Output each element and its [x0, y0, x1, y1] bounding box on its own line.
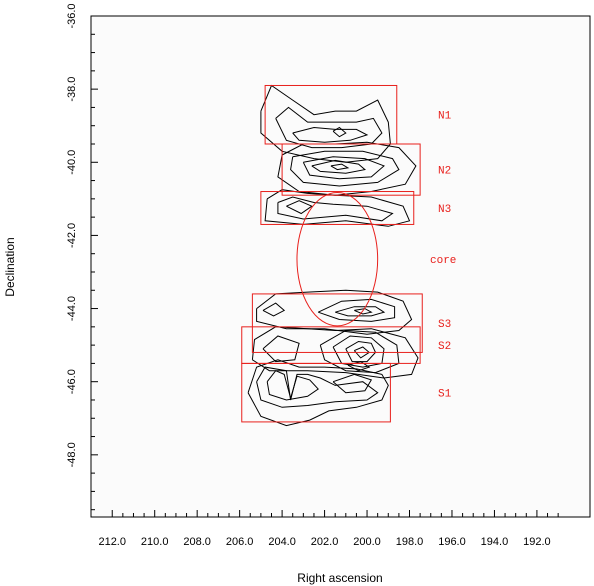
contour-line	[302, 156, 385, 180]
contour-line	[311, 159, 367, 174]
x-tick-label: 210.0	[141, 536, 169, 548]
contour-line	[292, 126, 369, 143]
y-tick-label: -38.0	[66, 77, 78, 102]
y-tick-label: -42.0	[66, 223, 78, 248]
region-s3	[251, 293, 423, 353]
contour-line	[286, 200, 313, 215]
y-tick-label: -36.0	[66, 3, 78, 28]
contour-line	[330, 163, 350, 171]
contour-line	[317, 298, 396, 322]
contour-line	[260, 84, 391, 163]
x-tick-label: 200.0	[353, 536, 381, 548]
region-outlines	[241, 84, 423, 423]
region-label-s3: S3	[438, 319, 451, 331]
y-tick-label: -46.0	[66, 369, 78, 394]
x-tick-label: 198.0	[396, 536, 424, 548]
contour-line	[266, 370, 319, 401]
x-axis-label: Right ascension	[297, 571, 382, 585]
region-s1	[241, 362, 391, 423]
region-label-n1: N1	[438, 111, 452, 123]
region-label-s2: S2	[438, 341, 451, 353]
x-tick-label: 194.0	[481, 536, 509, 548]
region-label-n3: N3	[438, 204, 451, 216]
contour-line	[256, 366, 379, 408]
contour-line	[332, 126, 347, 138]
contour-line	[354, 308, 373, 315]
y-tick-label: -40.0	[66, 150, 78, 175]
region-label-core: core	[430, 255, 456, 267]
y-tick-label: -44.0	[66, 296, 78, 321]
contour-line	[256, 289, 413, 335]
region-label-s1: S1	[438, 389, 452, 401]
x-axis-ticks: 212.0 210.0 208.0 206.0 204.0 202.0 200.0 198.0…	[98, 510, 559, 548]
contour-line	[262, 302, 286, 317]
y-axis-label: Declination	[3, 237, 17, 296]
contour-line	[275, 106, 383, 149]
region-labels: N1 N2 N3 core S3 S2 S1	[430, 111, 456, 401]
contour-line	[347, 361, 371, 372]
contour-line	[264, 189, 411, 227]
region-core	[296, 191, 379, 327]
y-axis-ticks: -36.0 -38.0 -40.0 -42.0 -44.0 -46.0 -48.0	[66, 3, 98, 511]
x-tick-label: 204.0	[268, 536, 296, 548]
region-n3	[260, 191, 415, 225]
y-tick-label: -48.0	[66, 442, 78, 467]
contour-line	[290, 150, 400, 187]
contour-line	[332, 335, 385, 368]
x-tick-label: 196.0	[438, 536, 466, 548]
region-n2	[281, 143, 421, 196]
x-tick-label: 208.0	[183, 536, 211, 548]
x-tick-label: 212.0	[98, 536, 126, 548]
x-tick-label: 192.0	[523, 536, 551, 548]
plot-area	[90, 15, 591, 518]
contour-line	[332, 373, 373, 394]
contour-line	[262, 335, 300, 363]
contour-line	[247, 359, 389, 427]
region-label-n2: N2	[438, 166, 451, 178]
x-tick-label: 206.0	[226, 536, 254, 548]
contour-line	[277, 196, 394, 222]
x-tick-label: 202.0	[311, 536, 339, 548]
contour-line	[335, 306, 386, 317]
